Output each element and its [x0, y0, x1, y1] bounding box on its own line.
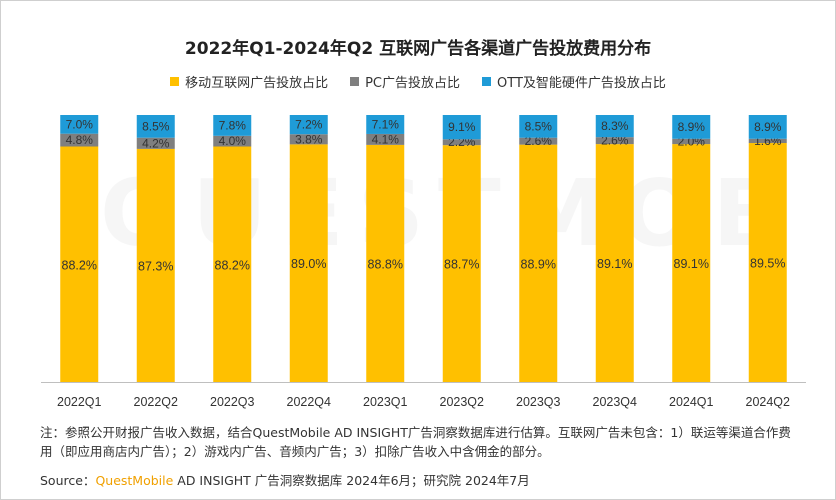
data-label-pc-2022Q4: 3.8% — [295, 132, 323, 146]
bar-mobile-2024Q1 — [672, 144, 711, 382]
stacked-bar-chart: 88.2% 4.8% 7.0% 2022Q1 87.3% 4.2% 8.5% 2022Q2 88… — [41, 115, 806, 409]
x-tick-label-2024Q1: 2024Q1 — [669, 395, 714, 409]
data-label-mobile-2022Q3: 88.2% — [215, 258, 250, 272]
bar-ott-2023Q1 — [366, 115, 405, 134]
data-label-ott-2023Q3: 8.5% — [525, 119, 553, 133]
data-label-mobile-2023Q1: 88.8% — [368, 257, 403, 271]
data-label-mobile-2023Q3: 88.9% — [521, 257, 556, 271]
legend-swatch-pc — [350, 77, 360, 86]
data-label-mobile-2022Q4: 89.0% — [291, 257, 326, 271]
x-tick-label-2024Q2: 2024Q2 — [746, 395, 791, 409]
data-label-ott-2022Q1: 7.0% — [66, 117, 94, 131]
data-label-mobile-2023Q4: 89.1% — [597, 257, 632, 271]
legend-swatch-mobile — [170, 77, 180, 86]
data-label-ott-2023Q1: 7.1% — [372, 117, 400, 131]
data-label-pc-2022Q3: 4.0% — [219, 134, 247, 148]
data-label-mobile-2024Q1: 89.1% — [674, 257, 709, 271]
source-rest: AD INSIGHT 广告洞察数据库 2024年6月；研究院 2024年7月 — [173, 473, 530, 488]
bar-ott-2024Q1 — [672, 115, 711, 139]
source-line: Source：QuestMobile AD INSIGHT 广告洞察数据库 20… — [40, 470, 530, 489]
bar-ott-2023Q3 — [519, 115, 558, 138]
x-tick-label-2023Q2: 2023Q2 — [440, 395, 485, 409]
bar-mobile-2022Q1 — [60, 146, 99, 382]
x-tick-label-2023Q4: 2023Q4 — [593, 395, 638, 409]
bar-mobile-2024Q2 — [748, 143, 787, 382]
bar-pc-2023Q3 — [519, 137, 558, 145]
x-tick-label-2022Q2: 2022Q2 — [134, 395, 179, 409]
bar-pc-2023Q2 — [442, 139, 481, 146]
bar-mobile-2022Q4 — [289, 144, 328, 382]
bar-pc-2022Q3 — [213, 135, 252, 147]
bar-mobile-2022Q2 — [136, 148, 175, 382]
data-label-ott-2024Q1: 8.9% — [678, 120, 706, 134]
bar-ott-2023Q2 — [442, 115, 481, 140]
legend-label-ott: OTT及智能硬件广告投放占比 — [497, 76, 666, 91]
data-label-pc-2022Q1: 4.8% — [66, 133, 94, 147]
bar-pc-2022Q1 — [60, 133, 99, 147]
data-label-ott-2023Q4: 8.3% — [601, 119, 629, 133]
data-label-mobile-2024Q2: 89.5% — [750, 257, 785, 271]
bar-mobile-2022Q3 — [213, 146, 252, 382]
data-label-ott-2024Q2: 8.9% — [754, 120, 782, 134]
bar-mobile-2023Q1 — [366, 144, 405, 382]
bar-ott-2023Q4 — [595, 115, 634, 138]
footnote: 注：参照公开财报广告收入数据，结合QuestMobile AD INSIGHT广… — [40, 425, 791, 459]
bar-ott-2022Q1 — [60, 115, 99, 134]
bar-ott-2022Q3 — [213, 115, 252, 136]
legend-item-pc: PC广告投放占比 — [350, 72, 460, 91]
x-tick-label-2022Q3: 2022Q3 — [210, 395, 255, 409]
bar-pc-2023Q1 — [366, 133, 405, 145]
legend-label-pc: PC广告投放占比 — [365, 76, 461, 91]
bar-pc-2024Q1 — [672, 138, 711, 145]
bar-mobile-2023Q2 — [442, 145, 481, 382]
data-label-mobile-2023Q2: 88.7% — [444, 258, 479, 272]
bar-ott-2024Q2 — [748, 115, 787, 139]
data-label-mobile-2022Q1: 88.2% — [62, 258, 97, 272]
bar-ott-2022Q2 — [136, 115, 175, 138]
x-tick-label-2023Q3: 2023Q3 — [516, 395, 561, 409]
source-prefix: Source： — [40, 473, 96, 488]
x-tick-label-2023Q1: 2023Q1 — [363, 395, 408, 409]
data-label-ott-2022Q2: 8.5% — [142, 119, 170, 133]
bar-pc-2022Q2 — [136, 137, 175, 149]
bar-pc-2022Q4 — [289, 134, 328, 145]
data-label-ott-2023Q2: 9.1% — [448, 120, 476, 134]
bar-mobile-2023Q4 — [595, 144, 634, 382]
bar-mobile-2023Q3 — [519, 144, 558, 382]
bar-pc-2024Q2 — [748, 138, 787, 144]
data-label-pc-2022Q2: 4.2% — [142, 136, 170, 150]
bar-pc-2023Q4 — [595, 137, 634, 145]
data-label-mobile-2022Q2: 87.3% — [138, 259, 173, 273]
data-label-pc-2023Q1: 4.1% — [372, 132, 400, 146]
chart-title: 2022年Q1-2024年Q2 互联网广告各渠道广告投放费用分布 — [184, 39, 652, 59]
data-label-ott-2022Q3: 7.8% — [219, 118, 247, 132]
x-tick-label-2022Q4: 2022Q4 — [287, 395, 332, 409]
legend-item-mobile: 移动互联网广告投放占比 — [170, 72, 328, 91]
x-tick-label-2022Q1: 2022Q1 — [57, 395, 102, 409]
legend: 移动互联网广告投放占比 PC广告投放占比 OTT及智能硬件广告投放占比 — [0, 72, 836, 91]
legend-swatch-ott — [482, 77, 492, 86]
legend-item-ott: OTT及智能硬件广告投放占比 — [482, 72, 666, 91]
bar-ott-2022Q4 — [289, 115, 328, 135]
legend-label-mobile: 移动互联网广告投放占比 — [185, 76, 329, 91]
data-label-ott-2022Q4: 7.2% — [295, 118, 323, 132]
source-brand: QuestMobile — [95, 473, 174, 488]
